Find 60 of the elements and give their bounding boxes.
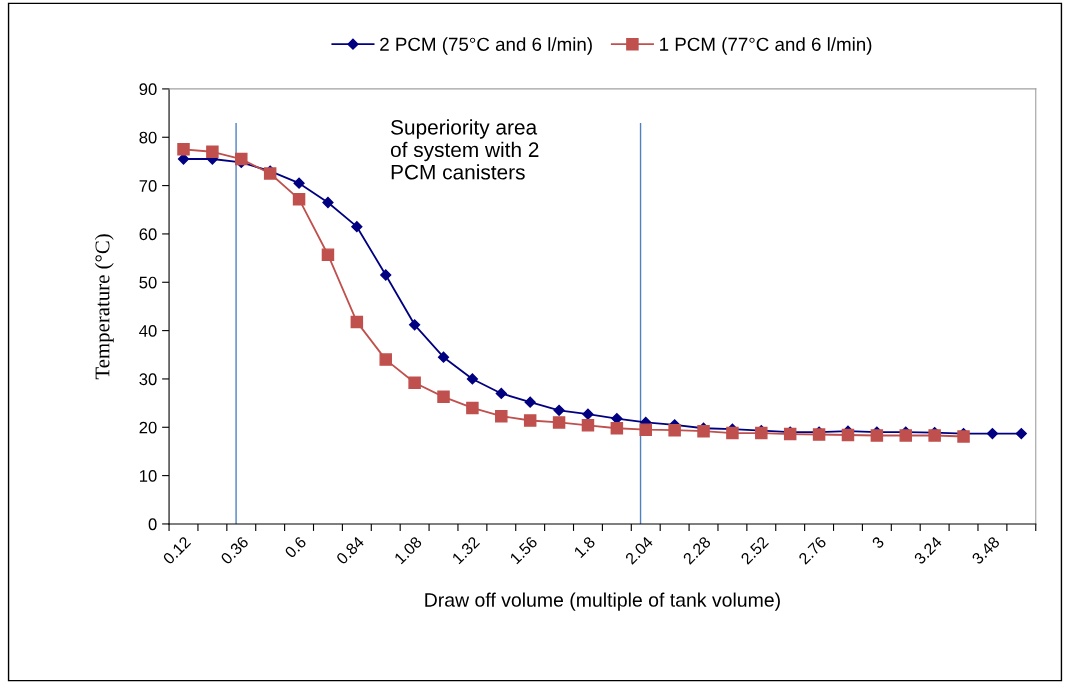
point [350,315,364,329]
point [523,414,537,427]
y-tick-label: 30 [139,373,157,386]
x-tick-label: 3.24 [913,535,943,565]
point [292,192,306,206]
point [668,423,681,437]
y-tick-label: 90 [139,83,157,96]
y-tick-label: 70 [139,179,157,192]
point [581,419,595,432]
point [495,387,507,400]
x-tick-label: 3 [871,535,885,550]
point [495,409,508,423]
point [1015,427,1027,440]
x-tick-label: 1.8 [573,535,596,559]
point [726,426,739,440]
point [322,196,334,209]
legend-label: 2 PCM (75°C and 6 l/min) [380,37,592,55]
point [639,423,652,436]
point [466,373,479,385]
point [610,421,624,435]
point [351,221,363,233]
legend-label: 1 PCM (77°C and 6 l/min) [660,37,872,55]
point [177,143,190,156]
x-tick-label: 0.12 [162,535,192,565]
x-axis-title: Draw off volume (multiple of tank volume) [425,592,780,611]
point [408,376,421,390]
y-tick-label: 0 [148,518,157,531]
point [552,416,566,429]
point [437,390,450,404]
x-tick-label: 1.56 [509,535,538,565]
point [293,177,305,189]
point [380,269,392,281]
y-tick-label: 50 [139,276,157,289]
x-tick-label: 0.36 [220,535,250,565]
y-tick-label: 60 [139,228,157,241]
y-tick-label: 20 [139,421,157,434]
point [986,427,999,440]
y-axis-title: Temperature (°C) [94,234,114,380]
x-tick-label: 1.32 [451,535,481,565]
point [870,429,884,442]
point [379,353,392,366]
x-tick-label: 3.48 [971,535,1001,565]
point [582,408,594,420]
annotation: Superiority area of system with 2 PCM canisters [390,119,539,180]
x-tick-label: 0.84 [335,535,365,565]
point [899,429,913,442]
y-tick-label: 80 [139,131,157,144]
point [321,248,335,261]
point [466,401,479,415]
point [235,152,248,166]
y-tick-label: 40 [139,325,157,337]
point [437,351,450,363]
point [524,396,536,408]
point [206,145,219,159]
point [841,428,855,442]
x-tick-label: 1.08 [393,535,423,565]
x-tick-label: 0.6 [284,535,307,559]
y-tick-label: 10 [139,470,157,482]
point [409,319,421,331]
point [553,404,565,416]
